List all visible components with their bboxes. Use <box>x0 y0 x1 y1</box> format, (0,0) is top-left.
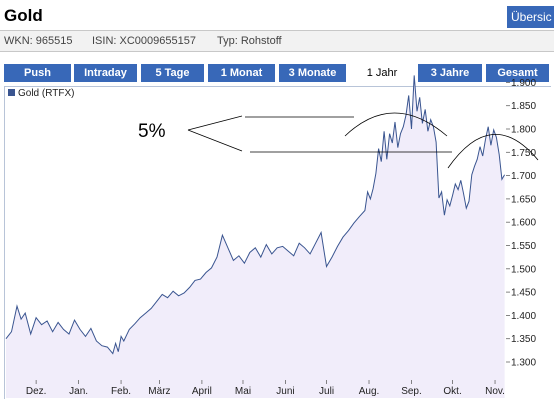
legend-label: Gold (RTFX) <box>18 88 75 99</box>
tab-intraday[interactable]: Intraday <box>74 64 137 82</box>
chart-frame <box>4 86 551 399</box>
annotation-pointer-upper <box>187 115 243 131</box>
y-tick-label: 1.850 <box>511 101 536 112</box>
x-tick-label: Aug. <box>359 386 380 397</box>
wkn-label: WKN: 965515 <box>4 35 73 47</box>
y-tick-label: 1.300 <box>511 358 536 369</box>
x-tick-label: Juli <box>319 386 334 397</box>
tab-gesamt[interactable]: Gesamt <box>486 64 549 82</box>
page-title: Gold <box>4 6 43 25</box>
annotation-pointer-lower <box>187 129 243 152</box>
x-tick-label: Jan. <box>69 386 88 397</box>
y-tick-label: 1.500 <box>511 264 536 275</box>
isin-label: ISIN: XC0009655157 <box>92 35 196 47</box>
y-tick-label: 1.750 <box>511 148 536 159</box>
overview-button[interactable]: Übersic <box>507 6 554 28</box>
x-tick-label: Juni <box>276 386 294 397</box>
price-line <box>5 75 506 355</box>
tab-push[interactable]: Push <box>4 64 71 82</box>
y-tick-label: 1.900 <box>511 78 536 89</box>
annotation-head-arc <box>344 112 448 137</box>
y-tick-label: 1.800 <box>511 125 536 136</box>
x-tick-label: Okt. <box>443 386 461 397</box>
y-tick-label: 1.400 <box>511 311 536 322</box>
tab-5-tage[interactable]: 5 Tage <box>141 64 204 82</box>
y-tick-label: 1.550 <box>511 241 536 252</box>
x-tick-label: April <box>192 386 212 397</box>
x-tick-label: Nov. <box>485 386 505 397</box>
x-tick-label: Sep. <box>401 386 422 397</box>
tab-1-jahr[interactable]: 1 Jahr <box>350 64 414 82</box>
legend-swatch <box>8 89 15 96</box>
y-tick-label: 1.450 <box>511 288 536 299</box>
x-tick-label: Mai <box>235 386 251 397</box>
x-tick-label: März <box>148 386 170 397</box>
security-info-row: WKN: 965515 ISIN: XC0009655157 Typ: Rohs… <box>0 30 554 52</box>
chart-legend: Gold (RTFX) <box>8 88 75 99</box>
annotation-5-percent: 5% <box>138 121 166 142</box>
y-tick-label: 1.600 <box>511 218 536 229</box>
type-label: Typ: Rohstoff <box>217 35 282 47</box>
y-tick-label: 1.700 <box>511 171 536 182</box>
y-tick-label: 1.650 <box>511 194 536 205</box>
tab-3-monate[interactable]: 3 Monate <box>279 64 346 82</box>
x-tick-label: Feb. <box>111 386 131 397</box>
y-tick-label: 1.350 <box>511 334 536 345</box>
tab-1-monat[interactable]: 1 Monat <box>208 64 275 82</box>
tab-3-jahre[interactable]: 3 Jahre <box>418 64 482 82</box>
chart-annotations: 5% <box>138 112 539 169</box>
x-tick-label: Dez. <box>26 386 47 397</box>
annotation-shoulder-arc <box>447 134 539 169</box>
